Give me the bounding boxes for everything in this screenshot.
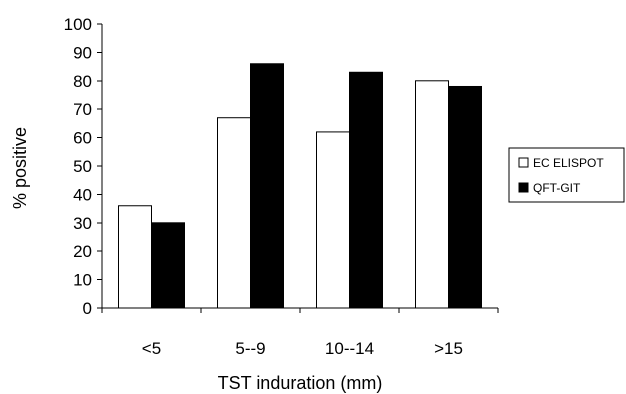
y-tick-label: 100	[64, 15, 92, 34]
y-tick-label: 40	[73, 185, 92, 204]
x-axis-ticks: <5 5--9 10--14 >15	[101, 308, 499, 358]
bar-ec-elispot-3	[316, 131, 350, 309]
x-tick-label: >15	[434, 339, 463, 358]
y-tick-label: 10	[73, 271, 92, 290]
legend-box	[508, 147, 625, 203]
bar-ec-elispot-1	[118, 205, 152, 309]
legend: EC ELISPOT QFT-GIT	[508, 147, 625, 203]
bar-ec-elispot-2	[217, 117, 251, 309]
y-axis-ticks: 0 10 20 30 40 50 60 70 80 90 100	[64, 15, 102, 318]
x-tick-label: 5--9	[235, 339, 265, 358]
y-tick-label: 80	[73, 72, 92, 91]
x-tick-label: <5	[142, 339, 161, 358]
bar-qft-git-3	[349, 71, 383, 309]
bar-qft-git-2	[250, 63, 284, 309]
x-axis-title: TST induration (mm)	[218, 373, 383, 393]
legend-label: QFT-GIT	[533, 181, 581, 195]
bar-qft-git-1	[151, 222, 185, 309]
legend-swatch	[518, 182, 529, 193]
legend-label: EC ELISPOT	[533, 156, 604, 170]
y-tick-label: 0	[83, 299, 92, 318]
y-axis-title: % positive	[10, 127, 30, 209]
y-tick-label: 70	[73, 100, 92, 119]
bar-ec-elispot-4	[415, 80, 449, 309]
y-tick-label: 20	[73, 242, 92, 261]
bar-qft-git-4	[448, 85, 482, 309]
x-tick-label: 10--14	[325, 339, 374, 358]
y-tick-label: 50	[73, 157, 92, 176]
bars	[118, 63, 482, 309]
y-tick-label: 60	[73, 129, 92, 148]
legend-swatch	[518, 157, 529, 168]
y-tick-label: 30	[73, 214, 92, 233]
y-tick-label: 90	[73, 43, 92, 62]
